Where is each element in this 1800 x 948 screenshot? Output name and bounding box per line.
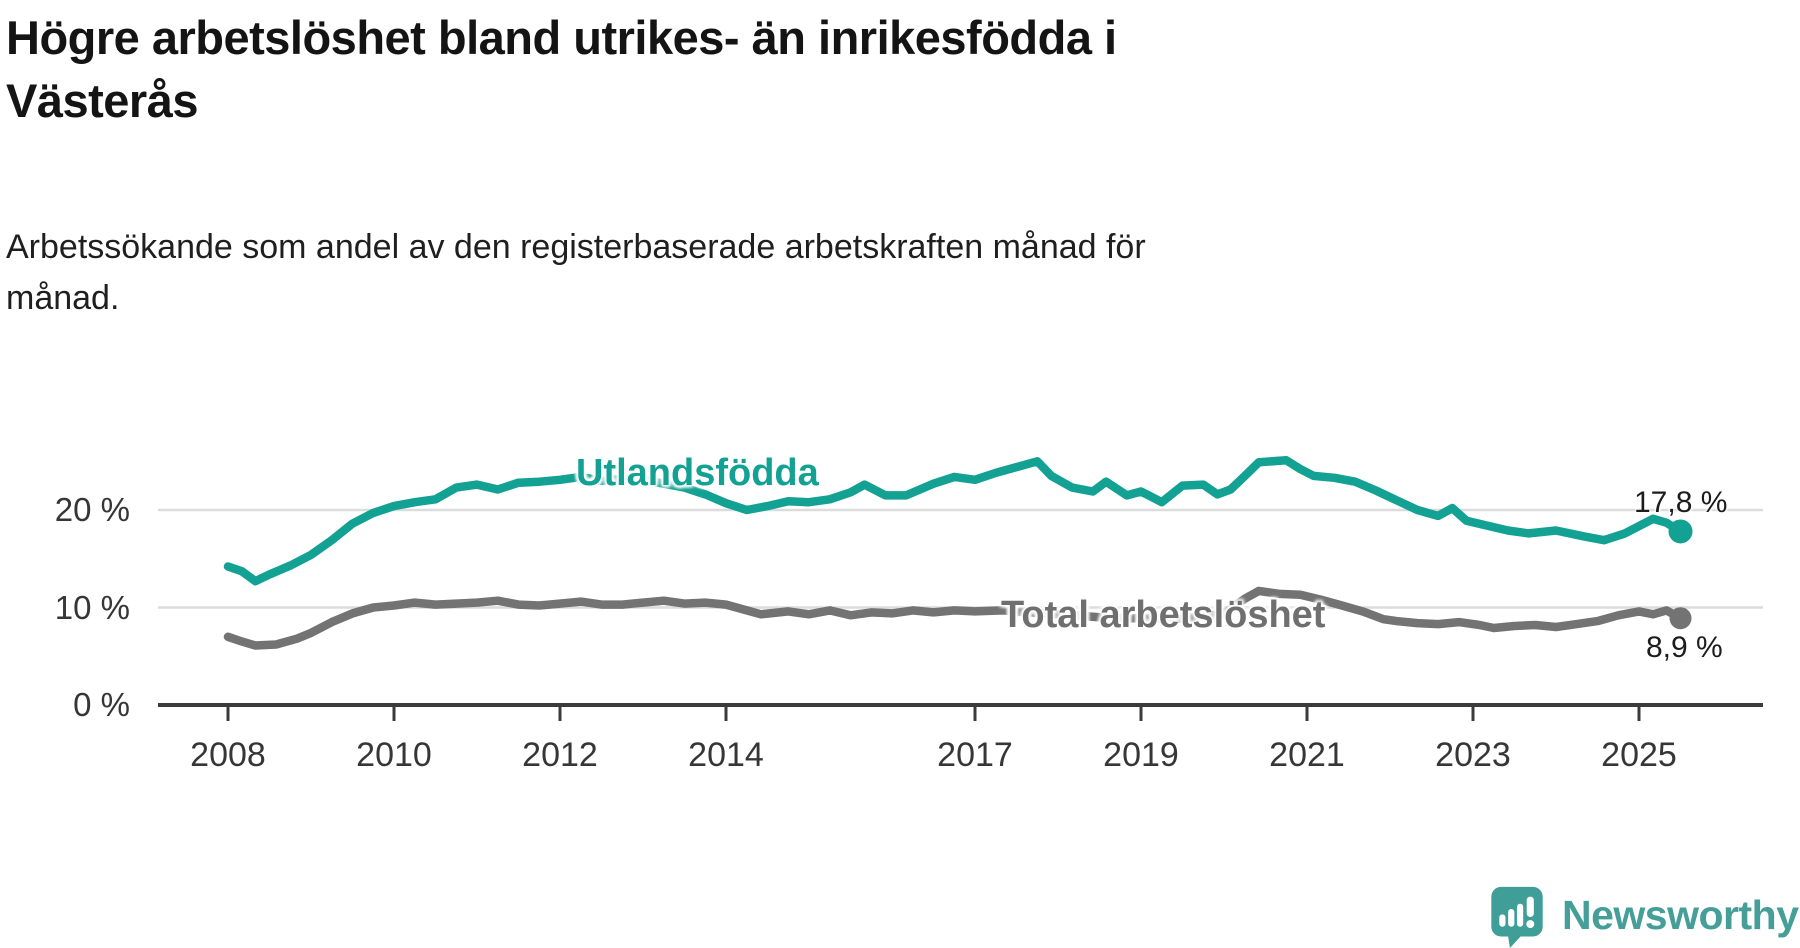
subtitle-line-2: månad. (6, 279, 120, 317)
y-tick-label: 0 % (73, 686, 130, 723)
page-title: Högre arbetslöshet bland utrikes- än inr… (6, 6, 1506, 132)
subtitle-line-1: Arbetssökande som andel av den registerb… (6, 228, 1146, 266)
title-line-2: Västerås (6, 74, 199, 127)
x-tick-label: 2012 (522, 736, 598, 774)
x-tick-label: 2025 (1601, 736, 1677, 774)
x-tick-label: 2019 (1103, 736, 1179, 774)
x-tick-label: 2010 (356, 736, 432, 774)
end-dot-utlandsfodda (1668, 519, 1693, 544)
series-line-utlandsfodda (223, 456, 1685, 586)
x-tick-label: 2023 (1435, 736, 1511, 774)
y-tick-label: 20 % (54, 491, 130, 528)
end-dot-total (1669, 607, 1692, 630)
newsworthy-brand-text: Newsworthy (1562, 892, 1799, 938)
x-tick-label: 2008 (190, 736, 266, 774)
x-tick-label: 2014 (688, 736, 764, 774)
y-tick-label: 10 % (54, 588, 130, 626)
title-line-1: Högre arbetslöshet bland utrikes- än inr… (6, 11, 1117, 64)
newsworthy-logo: Newsworthy (1490, 886, 1800, 948)
x-tick-label: 2021 (1269, 736, 1345, 774)
x-tick-label: 2017 (937, 736, 1013, 774)
series-label-utlandsfodda: Utlandsfödda (576, 452, 819, 494)
series-line-total (223, 586, 1685, 650)
newsworthy-chart-bubble-icon (1491, 886, 1543, 948)
series-label-total-arbetsloshet: Total arbetslöshet (1001, 594, 1326, 636)
chart-subtitle: Arbetssökande som andel av den registerb… (6, 222, 1526, 324)
end-value-utlandsfodda: 17,8 % (1634, 486, 1728, 519)
end-value-total: 8,9 % (1646, 631, 1723, 664)
